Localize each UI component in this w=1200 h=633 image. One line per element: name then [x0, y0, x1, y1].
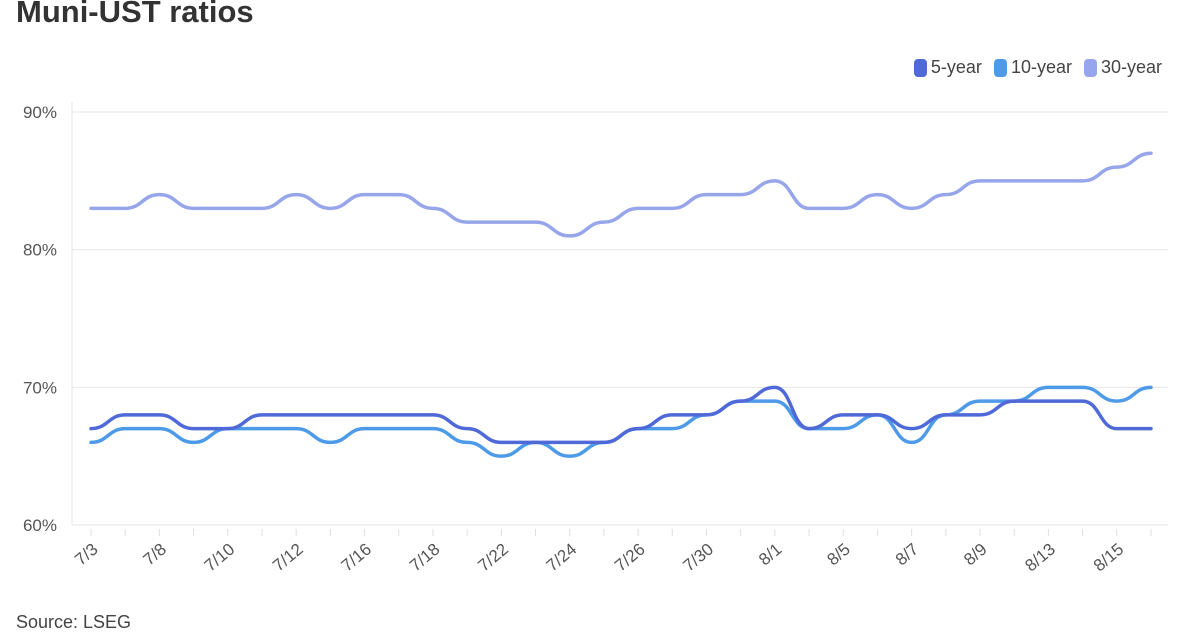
legend-swatch-10-year	[993, 58, 1007, 77]
x-tick-label: 7/8	[140, 540, 170, 570]
x-tick-label: 7/24	[543, 540, 581, 576]
y-axis-ticks: 60% 70% 80% 90%	[23, 103, 57, 535]
legend-label-10-year: 10-year	[1010, 57, 1072, 77]
legend: 5-year 10-year 30-year	[913, 57, 1162, 78]
y-tick-label: 90%	[23, 103, 57, 122]
x-tick-label: 8/1	[755, 540, 785, 570]
x-tick-label: 8/7	[892, 540, 922, 570]
series-line-5-year	[89, 385, 1153, 445]
series-line-10-year	[89, 385, 1153, 458]
x-tick-label: 7/30	[679, 540, 717, 576]
x-tick-label: 8/5	[824, 540, 854, 570]
y-tick-label: 80%	[23, 241, 57, 260]
x-tick-label: 7/16	[338, 540, 376, 576]
legend-swatch-5-year	[913, 58, 927, 77]
x-tick-label: 8/13	[1021, 540, 1059, 576]
x-tick-label: 7/10	[201, 540, 239, 576]
chart-title: Muni-UST ratios	[16, 0, 254, 29]
x-tick-label: 7/26	[611, 540, 649, 576]
x-tick-label: 8/9	[960, 540, 990, 570]
series-lines	[89, 151, 1153, 458]
legend-label-30-year: 30-year	[1100, 57, 1162, 77]
legend-item-10-year[interactable]: 10-year	[993, 57, 1072, 78]
y-tick-label: 60%	[23, 516, 57, 535]
legend-item-5-year[interactable]: 5-year	[913, 57, 982, 78]
x-tick-label: 7/22	[474, 540, 512, 576]
gridlines	[71, 102, 1168, 526]
series-line-30-year	[89, 151, 1153, 238]
legend-label-5-year: 5-year	[930, 57, 982, 77]
x-tick-label: 8/15	[1090, 540, 1128, 576]
legend-swatch-30-year	[1083, 58, 1097, 77]
x-tick-label: 7/18	[406, 540, 444, 576]
legend-item-30-year[interactable]: 30-year	[1083, 57, 1162, 78]
y-tick-label: 70%	[23, 378, 57, 397]
x-tick-label: 7/3	[71, 540, 101, 570]
x-axis-ticks: 7/3 7/8 7/10 7/12 7/16 7/18 7/22 7/24 7/26 7/30 8/…	[71, 529, 1152, 576]
x-tick-label: 7/12	[269, 540, 307, 576]
source-note: Source: LSEG	[16, 612, 132, 632]
